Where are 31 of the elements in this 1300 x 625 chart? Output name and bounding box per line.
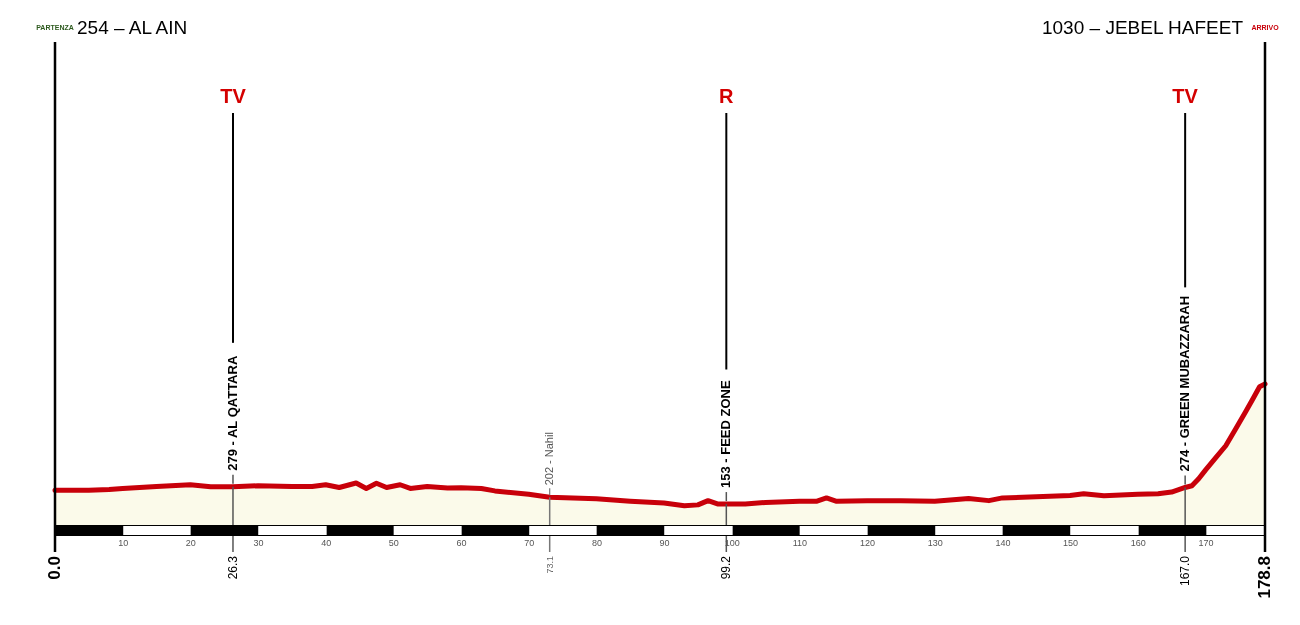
x-tick-label: 40 (321, 537, 332, 548)
data-label: 279 - AL QATTARA (224, 355, 240, 471)
annotation: TV (220, 85, 247, 107)
text: 254 – AL AIN (77, 17, 188, 38)
x-tick-label: 90 (659, 537, 670, 548)
x-tick-label: 120 (860, 537, 876, 548)
ref-line-label: 99.2 (719, 555, 734, 580)
ref-line-label: 73.1 (544, 556, 555, 574)
x-tick-label: 30 (253, 537, 264, 548)
data-label: 274 - GREEN MUBAZZARAH (1177, 295, 1193, 472)
data-label: 202 - Nahil (542, 432, 555, 486)
x-tick-label: 60 (456, 537, 467, 548)
x-tick-label: 140 (995, 537, 1011, 548)
x-tick-label: 70 (524, 537, 535, 548)
ref-line-label: 26.3 (225, 555, 240, 580)
x-tick-label: 10 (118, 537, 129, 548)
x-tick-label: 50 (388, 537, 399, 548)
ref-line-label: 167.0 (1178, 555, 1193, 587)
x-tick-label: 20 (185, 537, 196, 548)
annotation: TV (1172, 85, 1199, 107)
x-tick-label: 110 (792, 537, 808, 548)
x-tick-label: 170 (1198, 537, 1214, 548)
x-tick-label: 160 (1130, 537, 1146, 548)
ref-line-label: 178.8 (1255, 556, 1274, 599)
x-tick-label: 130 (927, 537, 943, 548)
text: 1030 – JEBEL HAFEET (1041, 17, 1244, 38)
x-tick-label: 150 (1063, 537, 1079, 548)
data-label: 153 - FEED ZONE (718, 380, 734, 489)
annotation: R (719, 85, 735, 107)
ref-line-label: 0.0 (45, 556, 64, 580)
x-tick-label: 80 (591, 537, 602, 548)
